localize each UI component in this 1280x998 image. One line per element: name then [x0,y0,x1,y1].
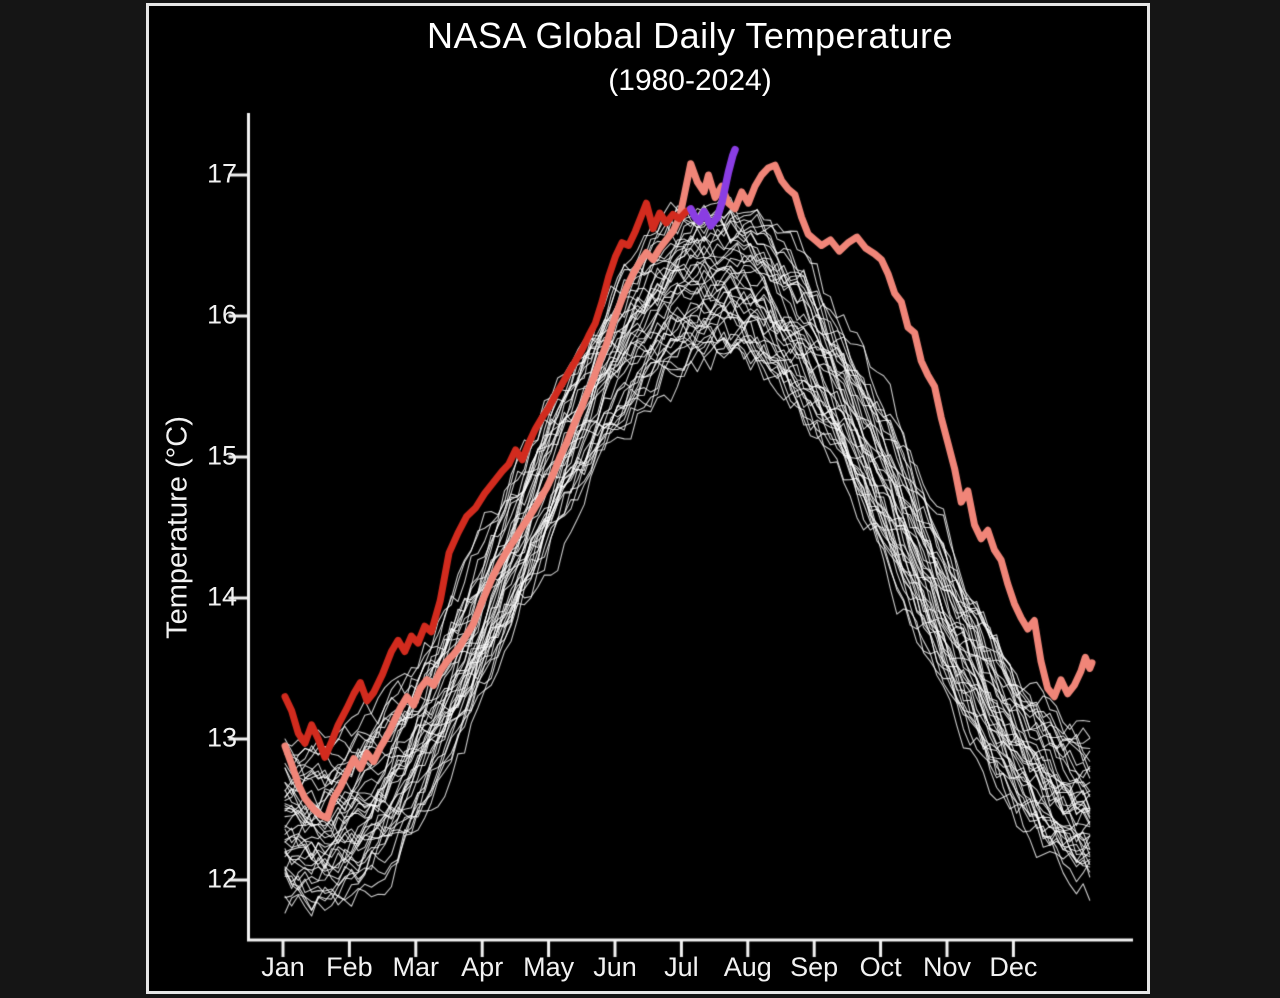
y-tick-label: 12 [206,863,237,894]
chart-subtitle: (1980-2024) [608,64,772,97]
x-tick-label: Mar [392,952,440,982]
x-tick-label: Dec [989,952,1038,982]
y-axis-title: Temperature (°C) [161,416,194,639]
x-tick-label: Jul [664,952,699,982]
x-tick-label: Sep [790,952,839,982]
y-tick-label: 13 [206,722,237,753]
y-tick-label: 15 [206,440,237,471]
chart-panel: NASA Global Daily Temperature (1980-2024… [146,3,1150,994]
x-tick-label: Oct [859,952,902,982]
y-tick-label: 16 [206,299,237,330]
x-tick-label: Jan [261,952,305,982]
chart-title: NASA Global Daily Temperature [426,15,954,56]
x-tick-label: Aug [723,952,772,982]
chart-plot-canvas [149,6,1147,991]
y-tick-label: 14 [206,581,237,612]
plot-area: NASA Global Daily Temperature (1980-2024… [149,6,1147,991]
x-tick-label: Jun [593,952,637,982]
x-tick-label: Nov [922,952,971,982]
x-tick-label: Feb [326,952,373,982]
x-tick-label: Apr [461,952,504,982]
y-tick-label: 17 [206,158,237,189]
x-tick-label: May [523,952,575,982]
